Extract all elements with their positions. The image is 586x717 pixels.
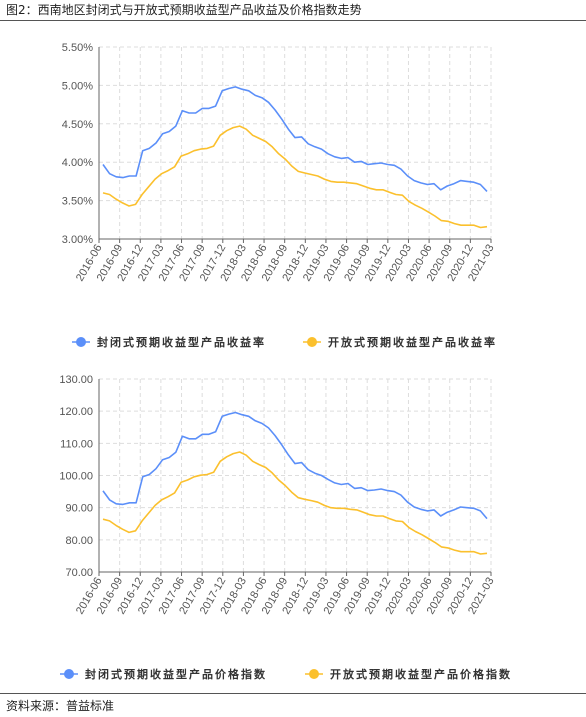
legend-marker <box>309 669 319 679</box>
series-line-2 <box>102 451 488 555</box>
series-line-1 <box>102 411 488 520</box>
y-tick-label: 4.00% <box>62 157 93 169</box>
legend-marker <box>76 337 86 347</box>
figure-title: 图2：西南地区封闭式与开放式预期收益型产品收益及价格指数走势 <box>6 3 362 17</box>
y-tick-label: 5.00% <box>62 80 93 92</box>
y-tick-label: 3.00% <box>62 234 93 246</box>
top-divider <box>0 20 586 21</box>
legend-marker <box>64 669 74 679</box>
y-tick-label: 130.00 <box>59 374 93 386</box>
y-tick-label: 80.00 <box>65 535 93 547</box>
legend-marker <box>307 337 317 347</box>
y-tick-label: 100.00 <box>59 471 93 483</box>
yield-line-chart: 3.00%3.50%4.00%4.50%5.00%5.50%2016-06201… <box>62 42 497 349</box>
legend-label: 开放式预期收益型产品价格指数 <box>330 667 512 681</box>
series-line-1 <box>102 86 488 192</box>
y-tick-label: 5.50% <box>62 42 93 54</box>
y-tick-label: 4.50% <box>62 119 93 131</box>
price-index-line-chart: 70.0080.0090.00100.00110.00120.00130.002… <box>59 374 512 681</box>
bottom-divider <box>0 693 586 694</box>
y-tick-label: 120.00 <box>59 406 93 418</box>
y-tick-label: 110.00 <box>60 438 93 450</box>
y-tick-label: 70.00 <box>65 567 93 579</box>
series-line-2 <box>102 125 488 229</box>
legend-label: 开放式预期收益型产品收益率 <box>328 335 497 349</box>
legend-label: 封闭式预期收益型产品价格指数 <box>85 667 267 681</box>
source-note: 资料来源：普益标准 <box>6 699 115 713</box>
y-tick-label: 3.50% <box>62 196 93 208</box>
legend-label: 封闭式预期收益型产品收益率 <box>97 335 266 349</box>
y-tick-label: 90.00 <box>65 503 93 515</box>
